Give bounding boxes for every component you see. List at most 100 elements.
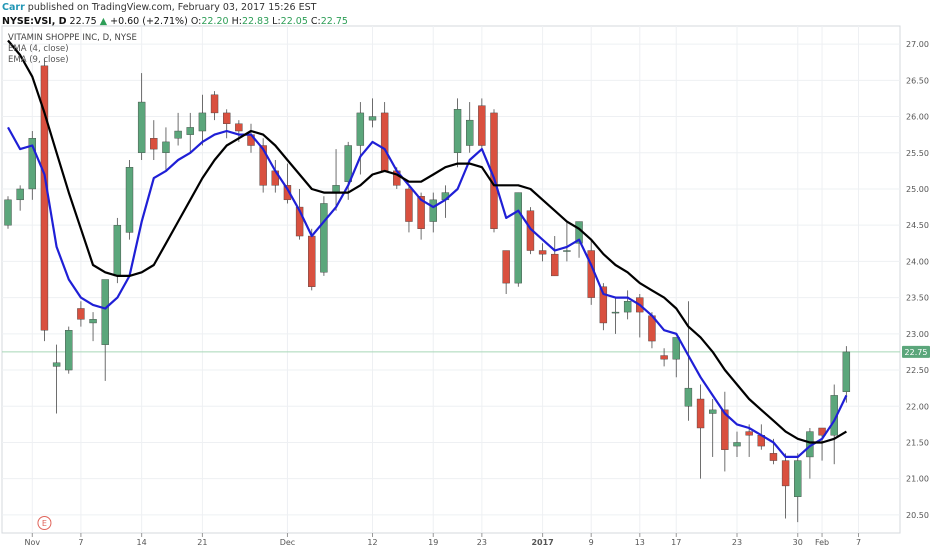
candle-up: [125, 167, 134, 233]
candle-down: [769, 453, 778, 461]
plot-frame: [1, 25, 901, 534]
x-tick-label: 30: [793, 538, 803, 547]
candle-up: [65, 330, 73, 371]
open-value: 22.20: [201, 16, 229, 27]
candle-down: [478, 105, 486, 146]
earnings-icon: [37, 516, 52, 530]
x-tick-label: 23: [477, 538, 487, 547]
candle-up: [684, 387, 693, 407]
candle-up: [4, 199, 12, 226]
y-tick-label: 21.00: [906, 475, 929, 484]
high-value: 22.83: [241, 16, 270, 27]
candle-up: [514, 192, 522, 284]
chart-header: Carr published on TradingView.com, Febru…: [2, 2, 922, 28]
y-tick-label: 24.50: [906, 221, 929, 230]
y-tick-label: 22.00: [906, 402, 929, 411]
candle-up: [429, 199, 437, 222]
x-tick-label: 2017: [531, 538, 553, 547]
x-tick-label: 14: [137, 538, 147, 547]
candle-up: [344, 145, 352, 182]
candle-up: [101, 279, 109, 345]
candle-up: [89, 319, 97, 324]
candle-down: [222, 112, 231, 124]
candle-up: [733, 442, 741, 447]
candle-up: [611, 311, 620, 314]
y-tick-label: 25.00: [906, 185, 929, 194]
candle-up: [356, 112, 365, 146]
candle-up: [368, 116, 377, 121]
last-price-tag: [902, 345, 930, 358]
candle-up: [320, 203, 328, 273]
candle-down: [210, 94, 219, 114]
candle-down: [599, 286, 608, 324]
candle-up: [332, 185, 340, 193]
candle-down: [295, 206, 304, 237]
y-tick-label: 23.50: [906, 294, 929, 303]
candle-down: [235, 123, 243, 132]
candle-up: [186, 127, 194, 135]
x-tick-label: 7: [78, 538, 83, 547]
candle-up: [137, 101, 146, 153]
candle-down: [721, 409, 729, 450]
ema-fast-line: [7, 126, 848, 458]
up-arrow-icon: ▲: [99, 16, 108, 27]
low-value: 22.05: [280, 16, 308, 27]
close-value: 22.75: [320, 16, 348, 27]
symbol-label: NYSE:VSI, D: [2, 16, 67, 27]
legend-ema-slow: EMA (9, close): [8, 55, 69, 65]
candle-up: [198, 112, 207, 132]
y-tick-label: 21.50: [906, 438, 929, 447]
price-change: +0.60 (+2.71%): [110, 16, 188, 27]
ema-slow-line: [7, 39, 847, 444]
candle-up: [113, 224, 122, 277]
candle-up: [453, 109, 462, 153]
candle-up: [52, 362, 61, 367]
x-tick-label: Dec: [280, 538, 295, 547]
y-tick-label: 27.00: [906, 40, 929, 49]
x-tick-label: 21: [197, 538, 207, 547]
chart-legend: VITAMIN SHOPPE INC, D, NYSE EMA (4, clos…: [8, 33, 137, 66]
candle-up: [672, 337, 680, 360]
candle-down: [696, 398, 705, 429]
candle-up: [794, 460, 802, 497]
candle-up: [16, 188, 24, 201]
x-tick-label: 23: [732, 538, 742, 547]
candle-down: [150, 138, 158, 150]
x-tick-label: 7: [856, 538, 861, 547]
candle-down: [308, 235, 316, 287]
candle-down: [380, 112, 389, 172]
x-tick-label: 9: [589, 538, 594, 547]
x-tick-label: 19: [428, 538, 438, 547]
candle-up: [563, 250, 571, 252]
x-tick-label: 12: [367, 538, 377, 547]
author-link[interactable]: Carr: [2, 2, 25, 13]
candle-down: [781, 460, 790, 487]
last-price: 22.75: [69, 16, 97, 27]
candle-up: [623, 301, 632, 313]
candle-down: [502, 250, 510, 284]
x-tick-label: 13: [635, 538, 645, 547]
quote-line: NYSE:VSI, D 22.75 ▲ +0.60 (+2.71%) O:22.…: [2, 16, 348, 27]
candle-up: [709, 409, 717, 414]
y-tick-label: 20.50: [906, 511, 929, 520]
earnings-icon-label: E: [42, 519, 47, 528]
publish-line: Carr published on TradingView.com, Febru…: [2, 2, 922, 14]
publish-info: published on TradingView.com, February 0…: [27, 2, 317, 13]
x-tick-label: Nov: [24, 538, 40, 547]
legend-ema-fast: EMA (4, close): [8, 44, 69, 54]
y-tick-label: 22.50: [906, 366, 929, 375]
chart-title: VITAMIN SHOPPE INC, D, NYSE: [8, 33, 137, 43]
candle-down: [551, 253, 559, 277]
candle-down: [77, 308, 85, 320]
candle-up: [842, 351, 851, 392]
candle-up: [162, 141, 170, 153]
candle-down: [283, 185, 292, 201]
y-tick-label: 25.50: [906, 149, 929, 158]
candle-down: [259, 145, 267, 186]
candle-down: [538, 250, 547, 255]
x-tick-label: 17: [671, 538, 681, 547]
candle-down: [660, 355, 668, 360]
y-tick-label: 26.00: [906, 113, 929, 122]
candle-up: [466, 119, 474, 146]
